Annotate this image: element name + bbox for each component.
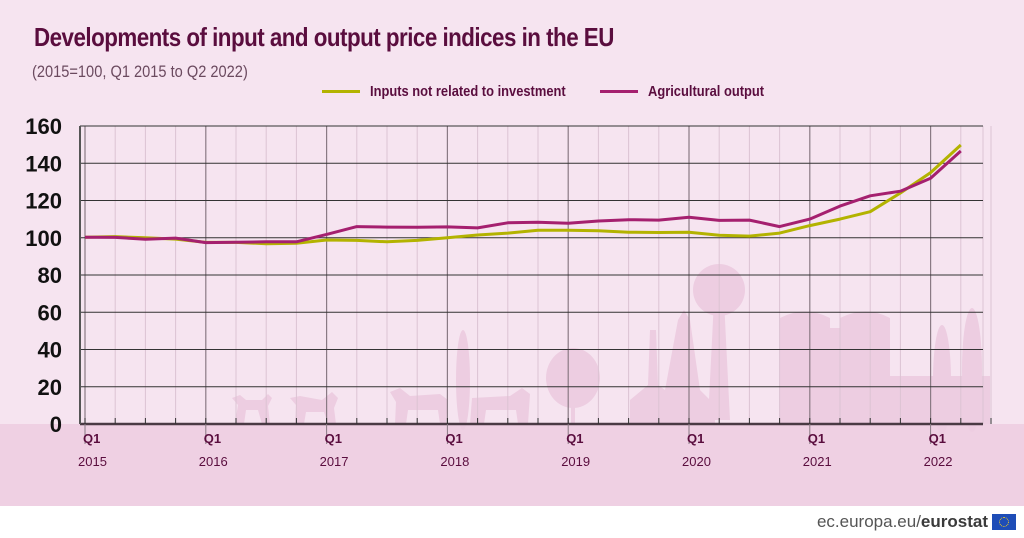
silos-silhouette-icon bbox=[780, 311, 990, 424]
x-quarter-label: Q1 bbox=[566, 431, 583, 446]
x-quarter-label: Q1 bbox=[929, 431, 946, 446]
cow-silhouette-icon bbox=[390, 388, 448, 424]
farm-silhouettes bbox=[232, 264, 990, 435]
legend-item-inputs: Inputs not related to investment bbox=[322, 83, 598, 100]
y-tick-label: 20 bbox=[38, 375, 62, 400]
cypress-tree-icon bbox=[933, 325, 951, 435]
footer-brand: eurostat bbox=[920, 512, 988, 531]
goat-silhouette-icon bbox=[232, 394, 272, 424]
legend-item-output: Agricultural output bbox=[600, 83, 783, 100]
y-tick-label: 40 bbox=[38, 338, 62, 363]
eu-flag-icon bbox=[992, 514, 1016, 530]
animal-silhouette-icon bbox=[470, 388, 530, 424]
footer-domain: ec.europa.eu/ bbox=[816, 512, 921, 531]
church-silhouette-icon bbox=[630, 310, 715, 424]
goat-silhouette-icon bbox=[290, 392, 338, 424]
chart-subtitle: (2015=100, Q1 2015 to Q2 2022) bbox=[32, 62, 248, 81]
cypress-tree-icon bbox=[456, 330, 470, 430]
x-quarter-label: Q1 bbox=[325, 431, 342, 446]
eu-stars bbox=[999, 517, 1009, 527]
chart-title: Developments of input and output price i… bbox=[34, 22, 614, 52]
x-quarter-label: Q1 bbox=[687, 431, 704, 446]
y-tick-label: 60 bbox=[38, 300, 62, 325]
series-lines bbox=[84, 143, 962, 246]
legend-label-output: Agricultural output bbox=[648, 83, 765, 100]
x-axis: Q1 2015 Q1 2016 Q1 2017 Q1 2018 Q1 2019 Q1 2020 Q1 20… bbox=[78, 418, 992, 469]
line-chart: 0 20 40 60 80 100 120 140 160 Q1 2015 Q1 2016 Q1 2017… bbox=[25, 114, 992, 469]
x-quarter-label: Q1 bbox=[83, 431, 100, 446]
y-tick-label: 100 bbox=[25, 226, 62, 251]
x-quarter-label: Q1 bbox=[445, 431, 462, 446]
legend-label-inputs: Inputs not related to investment bbox=[370, 83, 566, 100]
x-quarter-label: Q1 bbox=[204, 431, 221, 446]
x-year-label: 2017 bbox=[320, 454, 349, 469]
cypress-tree-icon bbox=[962, 308, 982, 432]
y-tick-label: 120 bbox=[25, 189, 62, 214]
x-year-label: 2020 bbox=[682, 454, 711, 469]
round-tree-icon bbox=[546, 348, 600, 408]
x-quarter-label: Q1 bbox=[808, 431, 825, 446]
series-line-inputs bbox=[84, 143, 962, 246]
y-tick-label: 160 bbox=[25, 114, 62, 139]
legend-swatch-output bbox=[600, 90, 638, 93]
x-year-label: 2022 bbox=[924, 454, 953, 469]
axis-band bbox=[0, 424, 1024, 506]
x-year-label: 2015 bbox=[78, 454, 107, 469]
legend-swatch-inputs bbox=[322, 90, 360, 93]
source-footer[interactable]: ec.europa.eu/eurostat bbox=[817, 512, 988, 532]
horizontal-gridlines bbox=[79, 125, 983, 426]
y-tick-label: 0 bbox=[50, 412, 62, 437]
series-line-output bbox=[84, 149, 962, 245]
y-tick-label: 140 bbox=[25, 151, 62, 176]
x-year-label: 2021 bbox=[803, 454, 832, 469]
tree-trunk bbox=[571, 400, 575, 424]
x-year-label: 2016 bbox=[199, 454, 228, 469]
y-axis-ticks: 0 20 40 60 80 100 120 140 160 bbox=[25, 114, 62, 437]
x-year-label: 2019 bbox=[561, 454, 590, 469]
y-tick-label: 80 bbox=[38, 263, 62, 288]
x-year-label: 2018 bbox=[440, 454, 469, 469]
